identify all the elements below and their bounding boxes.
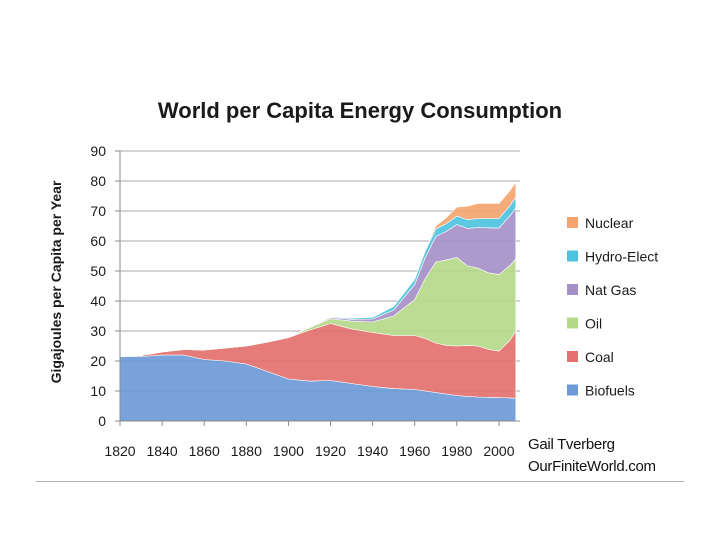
- legend-swatch-coal: [567, 351, 578, 362]
- tick-labels: 0 10 20 30 40 50 60 70 80 90 1820 1840 1860 1880 1900 1…: [90, 143, 514, 459]
- x-tick-label: 1820: [104, 443, 135, 459]
- credit: Gail Tverberg OurFiniteWorld.com: [528, 434, 656, 478]
- y-tick-label: 50: [90, 263, 106, 279]
- y-tick-label: 10: [90, 383, 106, 399]
- credit-author: Gail Tverberg: [528, 436, 615, 453]
- legend-label-nat-gas: Nat Gas: [585, 282, 636, 298]
- legend-swatch-nuclear: [567, 217, 578, 228]
- y-tick-label: 0: [98, 413, 106, 429]
- legend-swatch-oil: [567, 317, 578, 329]
- x-tick-label: 2000: [483, 443, 514, 459]
- legend-label-hydro-elect: Hydro-Elect: [585, 249, 658, 265]
- x-tick-label: 1980: [441, 443, 472, 459]
- y-tick-label: 90: [90, 143, 106, 159]
- legend-swatch-nat-gas: [567, 284, 578, 295]
- area-series: [119, 181, 517, 422]
- legend: Nuclear Hydro-Elect Nat Gas Oil Coal Biofuels: [567, 215, 658, 399]
- x-tick-label: 1880: [231, 443, 262, 459]
- x-tick-label: 1900: [273, 443, 304, 459]
- axes: [115, 150, 520, 426]
- legend-label-nuclear: Nuclear: [585, 215, 634, 231]
- credit-website: OurFiniteWorld.com: [528, 458, 656, 475]
- legend-swatch-biofuels: [567, 384, 578, 396]
- x-tick-label: 1840: [147, 443, 178, 459]
- area-nuclear: [119, 181, 517, 357]
- legend-label-coal: Coal: [585, 349, 614, 365]
- x-tick-label: 1960: [399, 443, 430, 459]
- legend-swatch-hydro-elect: [567, 250, 578, 262]
- y-tick-label: 30: [90, 323, 106, 339]
- chart-title: World per Capita Energy Consumption: [157, 98, 563, 123]
- legend-label-oil: Oil: [585, 316, 602, 332]
- x-tick-label: 1920: [315, 443, 346, 459]
- x-tick-label: 1940: [357, 443, 388, 459]
- y-tick-label: 60: [90, 233, 106, 249]
- y-tick-label: 40: [90, 293, 106, 309]
- x-tick-label: 1860: [189, 443, 220, 459]
- y-tick-label: 20: [90, 353, 106, 369]
- y-tick-label: 70: [90, 203, 106, 219]
- y-tick-label: 80: [90, 173, 106, 189]
- bottom-divider: [36, 481, 684, 482]
- legend-label-biofuels: Biofuels: [585, 383, 635, 399]
